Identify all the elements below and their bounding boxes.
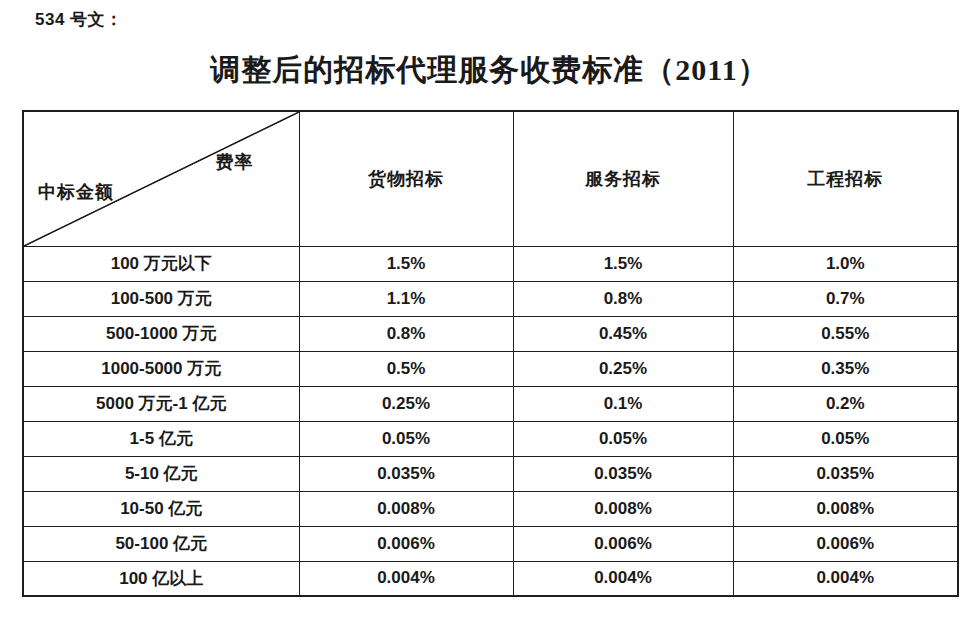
- row-label-amount-range: 100 亿以上: [23, 561, 299, 596]
- rate-value-cell: 0.05%: [513, 421, 733, 456]
- rate-value-cell: 0.35%: [733, 351, 958, 386]
- table-row: 5000 万元-1 亿元0.25%0.1%0.2%: [23, 386, 958, 421]
- table-row: 5-10 亿元0.035%0.035%0.035%: [23, 456, 958, 491]
- rate-value-cell: 0.05%: [299, 421, 513, 456]
- rate-value-cell: 0.25%: [513, 351, 733, 386]
- table-row: 10-50 亿元0.008%0.008%0.008%: [23, 491, 958, 526]
- table-row: 50-100 亿元0.006%0.006%0.006%: [23, 526, 958, 561]
- diagonal-label-rate: 费率: [216, 150, 254, 174]
- rate-value-cell: 0.25%: [299, 386, 513, 421]
- row-label-amount-range: 100-500 万元: [23, 281, 299, 316]
- rate-value-cell: 0.004%: [513, 561, 733, 596]
- row-label-amount-range: 10-50 亿元: [23, 491, 299, 526]
- rate-value-cell: 0.1%: [513, 386, 733, 421]
- header-row: 费率 中标金额 货物招标 服务招标 工程招标: [23, 111, 958, 246]
- page-title: 调整后的招标代理服务收费标准（2011）: [0, 50, 979, 91]
- table-row: 1-5 亿元0.05%0.05%0.05%: [23, 421, 958, 456]
- rate-value-cell: 0.006%: [299, 526, 513, 561]
- column-header-engineering-bidding: 工程招标: [733, 111, 958, 246]
- rate-value-cell: 0.035%: [513, 456, 733, 491]
- rate-value-cell: 0.008%: [513, 491, 733, 526]
- row-label-amount-range: 50-100 亿元: [23, 526, 299, 561]
- document-page: 534 号文： 调整后的招标代理服务收费标准（2011） 费率 中标金额 货物招…: [0, 0, 979, 629]
- column-header-service-bidding: 服务招标: [513, 111, 733, 246]
- rate-value-cell: 0.8%: [299, 316, 513, 351]
- diagonal-label-bid-amount: 中标金额: [38, 180, 114, 204]
- rate-value-cell: 1.1%: [299, 281, 513, 316]
- rate-value-cell: 1.5%: [299, 246, 513, 281]
- row-label-amount-range: 500-1000 万元: [23, 316, 299, 351]
- rate-value-cell: 0.008%: [299, 491, 513, 526]
- table-row: 100 万元以下1.5%1.5%1.0%: [23, 246, 958, 281]
- row-label-amount-range: 1000-5000 万元: [23, 351, 299, 386]
- table-header: 费率 中标金额 货物招标 服务招标 工程招标: [23, 111, 958, 246]
- table-row: 1000-5000 万元0.5%0.25%0.35%: [23, 351, 958, 386]
- rate-value-cell: 0.004%: [299, 561, 513, 596]
- row-label-amount-range: 1-5 亿元: [23, 421, 299, 456]
- table-row: 100 亿以上0.004%0.004%0.004%: [23, 561, 958, 596]
- rate-value-cell: 0.5%: [299, 351, 513, 386]
- doc-number-label: 534 号文：: [35, 8, 123, 31]
- rate-value-cell: 0.006%: [513, 526, 733, 561]
- rate-value-cell: 0.8%: [513, 281, 733, 316]
- row-label-amount-range: 5000 万元-1 亿元: [23, 386, 299, 421]
- rate-value-cell: 1.5%: [513, 246, 733, 281]
- column-header-goods-bidding: 货物招标: [299, 111, 513, 246]
- row-label-amount-range: 5-10 亿元: [23, 456, 299, 491]
- table-row: 500-1000 万元0.8%0.45%0.55%: [23, 316, 958, 351]
- rate-value-cell: 0.004%: [733, 561, 958, 596]
- table-body: 100 万元以下1.5%1.5%1.0%100-500 万元1.1%0.8%0.…: [23, 246, 958, 596]
- rate-value-cell: 0.55%: [733, 316, 958, 351]
- row-label-amount-range: 100 万元以下: [23, 246, 299, 281]
- rate-value-cell: 0.2%: [733, 386, 958, 421]
- rate-value-cell: 0.006%: [733, 526, 958, 561]
- rate-value-cell: 0.05%: [733, 421, 958, 456]
- fee-standard-table: 费率 中标金额 货物招标 服务招标 工程招标 100 万元以下1.5%1.5%1…: [22, 110, 959, 597]
- rate-value-cell: 0.7%: [733, 281, 958, 316]
- rate-value-cell: 0.45%: [513, 316, 733, 351]
- rate-value-cell: 0.035%: [733, 456, 958, 491]
- rate-value-cell: 0.008%: [733, 491, 958, 526]
- rate-value-cell: 0.035%: [299, 456, 513, 491]
- rate-value-cell: 1.0%: [733, 246, 958, 281]
- diagonal-header-cell: 费率 中标金额: [23, 111, 299, 246]
- table-row: 100-500 万元1.1%0.8%0.7%: [23, 281, 958, 316]
